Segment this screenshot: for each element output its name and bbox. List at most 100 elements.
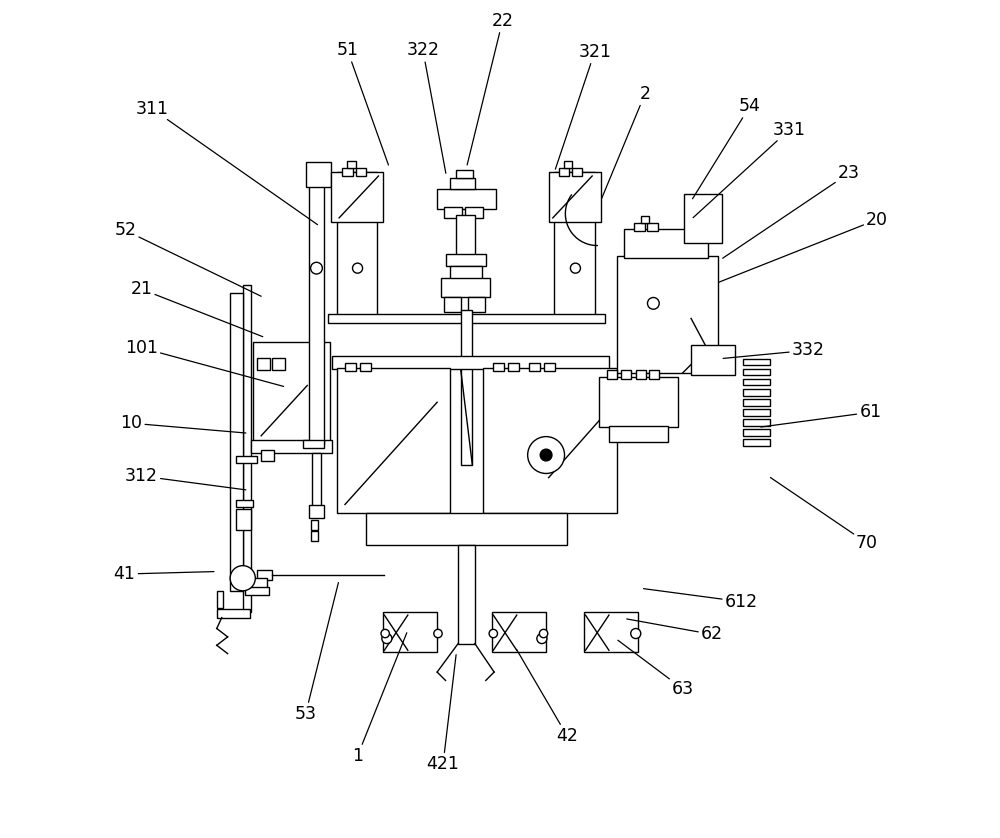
Bar [342,168,353,176]
Bar [743,409,770,416]
Bar [743,429,770,436]
Bar [441,278,490,297]
Text: 51: 51 [336,41,388,165]
Bar [309,184,324,444]
Text: 21: 21 [130,280,263,337]
Text: 101: 101 [125,339,284,386]
Bar [743,369,770,375]
Bar [446,254,486,266]
Bar [617,256,718,373]
Bar [483,368,617,513]
Bar [641,216,649,223]
Bar [743,439,770,446]
Bar [366,513,567,545]
Bar [634,223,645,231]
Text: 61: 61 [761,403,881,427]
Circle shape [570,263,580,273]
Text: 54: 54 [693,97,761,199]
Bar [584,612,638,652]
Bar [461,310,472,465]
Text: 312: 312 [125,467,246,490]
Bar [649,370,659,379]
Bar [328,314,605,323]
Bar [309,505,324,518]
Text: 2: 2 [602,85,650,199]
Bar [249,578,267,588]
Bar [468,297,485,312]
Bar [465,207,483,218]
Text: 322: 322 [406,41,446,173]
Text: 22: 22 [467,12,514,165]
Bar [444,297,461,312]
Bar [347,161,356,168]
Bar [236,509,251,530]
Bar [684,194,722,243]
Bar [559,168,569,176]
Bar [456,215,475,256]
Bar [492,612,546,652]
Text: 332: 332 [723,341,825,360]
Text: 311: 311 [136,100,318,225]
Text: 421: 421 [427,654,459,773]
Bar [345,363,356,371]
Circle shape [631,628,641,639]
Bar [217,591,223,608]
Bar [599,377,678,427]
Bar [312,453,321,507]
Bar [331,172,383,222]
Circle shape [540,449,552,461]
Bar [458,545,475,644]
Bar [624,229,708,258]
Bar [450,178,475,189]
Bar [236,500,253,507]
Text: 612: 612 [644,588,758,611]
Bar [257,570,272,580]
Bar [554,172,595,318]
Circle shape [537,634,547,644]
Bar [251,440,332,453]
Bar [444,207,462,218]
Bar [743,359,770,365]
Text: 23: 23 [723,164,860,258]
Text: 53: 53 [295,582,338,723]
Bar [456,170,473,178]
Text: 321: 321 [555,43,611,169]
Bar [691,345,735,375]
Circle shape [382,634,392,644]
Bar [508,363,519,371]
Bar [332,356,609,369]
Bar [306,162,331,187]
Bar [236,456,257,463]
Bar [549,172,601,222]
Bar [230,293,243,591]
Circle shape [489,629,497,638]
Bar [743,379,770,385]
Text: 10: 10 [120,414,246,433]
Bar [607,370,617,379]
Bar [383,612,437,652]
Text: 52: 52 [114,221,261,297]
Bar [609,426,668,442]
Text: 20: 20 [719,210,888,282]
Bar [360,363,371,371]
Bar [493,363,504,371]
Circle shape [311,262,322,274]
Circle shape [528,437,565,473]
Bar [272,358,285,370]
Bar [743,419,770,426]
Bar [636,370,646,379]
Bar [356,168,366,176]
Bar [544,363,555,371]
Bar [743,399,770,406]
Bar [450,266,482,279]
Bar [337,368,450,513]
Text: 42: 42 [516,649,578,745]
Bar [529,363,540,371]
Circle shape [434,629,442,638]
Bar [261,450,274,461]
Bar [257,358,270,370]
Bar [564,161,572,168]
Bar [621,370,631,379]
Circle shape [353,263,363,273]
Bar [303,440,324,448]
